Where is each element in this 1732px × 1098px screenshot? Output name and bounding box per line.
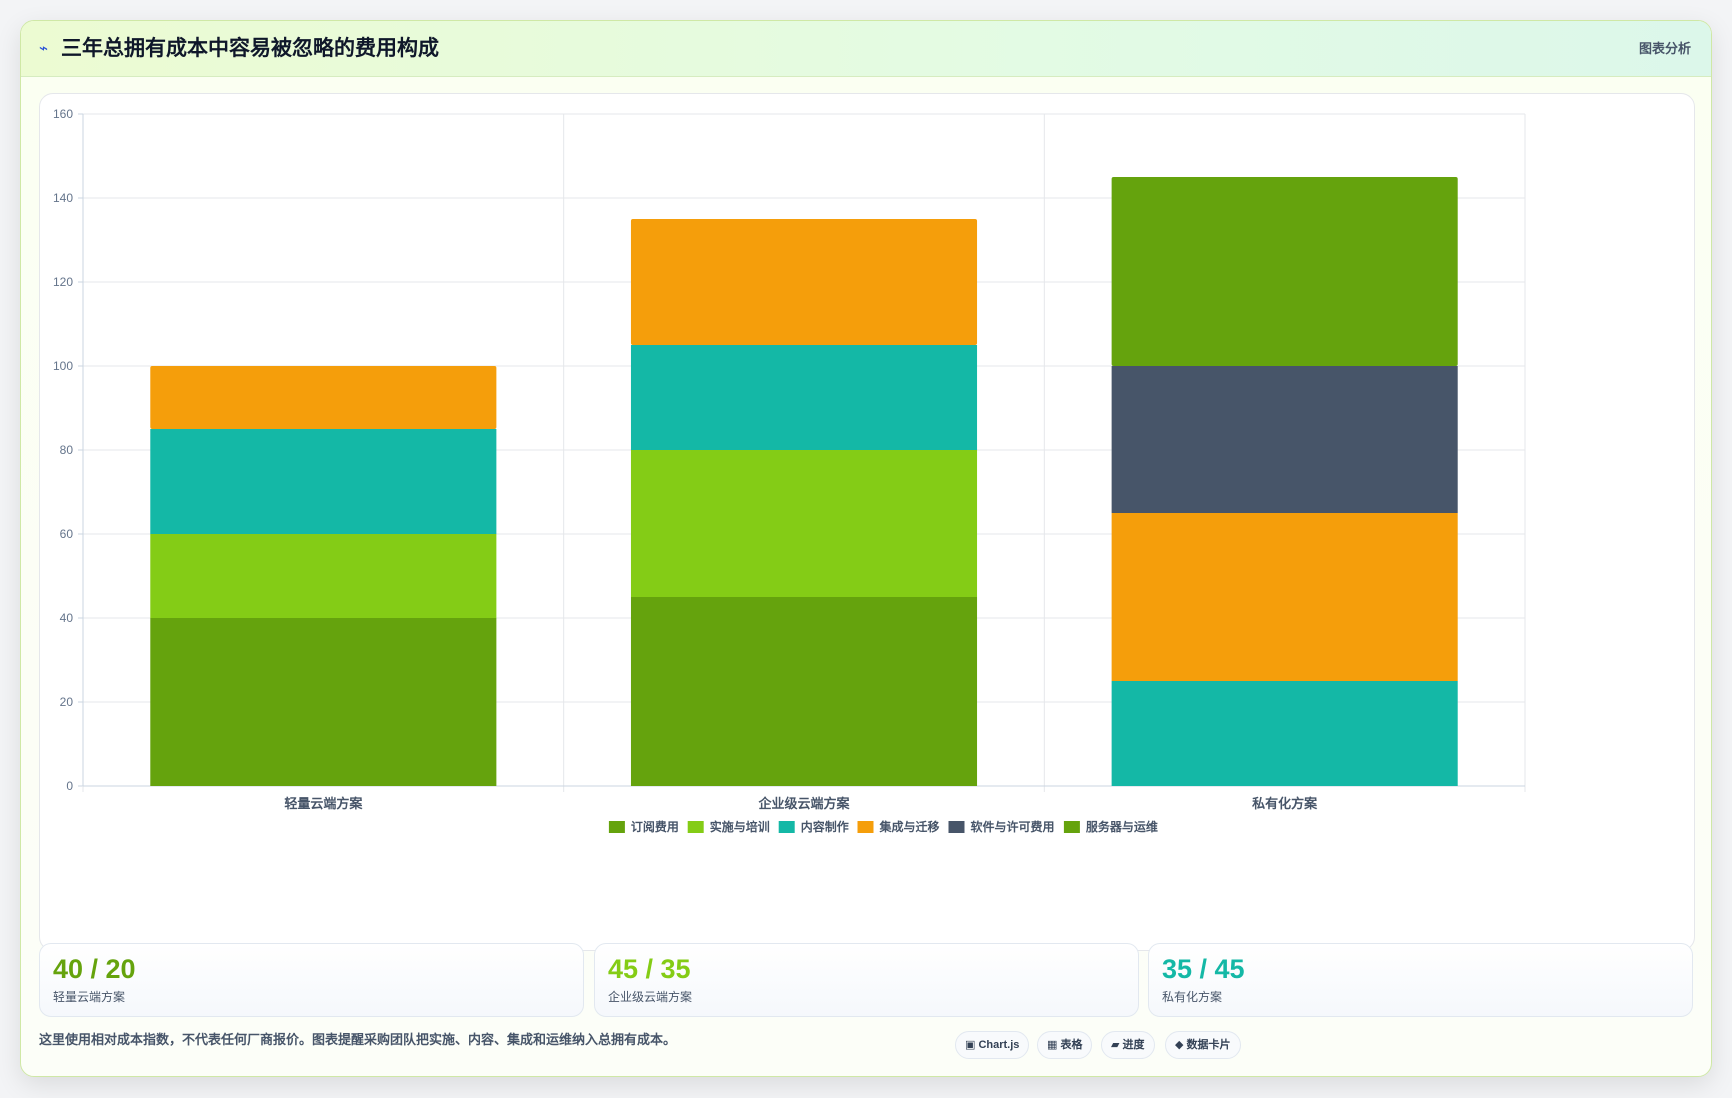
legend-label: 服务器与运维 xyxy=(1086,819,1158,834)
stat-value: 35 / 45 xyxy=(1162,954,1245,984)
stat-label: 轻量云端方案 xyxy=(53,990,126,1004)
stat-card-private: 35 / 45 私有化方案 xyxy=(1148,943,1693,1017)
legend-swatch xyxy=(1063,821,1080,833)
bar-segment xyxy=(1111,177,1458,366)
lightning-icon: ⌁ xyxy=(39,40,49,57)
legend-swatch xyxy=(948,821,965,833)
bar-segment xyxy=(630,219,978,345)
stat-card-light-cloud: 40 / 20 轻量云端方案 xyxy=(39,943,584,1017)
chip-table[interactable]: ▦ 表格 xyxy=(1037,1031,1093,1059)
bar-segment xyxy=(150,534,497,618)
x-tick-label: 轻量云端方案 xyxy=(284,796,363,811)
y-tick-label: 0 xyxy=(66,779,73,793)
stat-value: 45 / 35 xyxy=(608,954,691,984)
legend-label: 订阅费用 xyxy=(631,819,679,834)
bar-segment xyxy=(630,450,978,597)
bar-segment xyxy=(1111,681,1458,786)
y-tick-label: 40 xyxy=(60,611,74,625)
legend-swatch xyxy=(857,821,874,833)
legend-label: 内容制作 xyxy=(801,819,849,834)
chip-chartjs[interactable]: ▣ Chart.js xyxy=(955,1031,1030,1059)
stat-label: 企业级云端方案 xyxy=(608,990,693,1004)
chart-card: ⌁ 三年总拥有成本中容易被忽略的费用构成 图表分析 0 20 40 60 80 100 12… xyxy=(20,20,1712,1077)
stacked-bar-chart: 0 20 40 60 80 100 120 140 160 轻量云端方案 企业级云端方案 私有化方案订… xyxy=(53,107,1526,834)
card-header: ⌁ 三年总拥有成本中容易被忽略的费用构成 图表分析 xyxy=(21,21,1711,77)
y-tick-label: 160 xyxy=(53,107,73,121)
legend-label: 实施与培训 xyxy=(710,819,770,834)
chip-progress[interactable]: ▰ 进度 xyxy=(1101,1031,1155,1059)
y-tick-label: 140 xyxy=(53,191,73,205)
y-tick-label: 60 xyxy=(60,527,74,541)
stat-value: 40 / 20 xyxy=(53,954,136,984)
bar-segment xyxy=(150,618,497,786)
bar-segment xyxy=(630,345,978,450)
legend-swatch xyxy=(778,821,795,833)
bar-segment xyxy=(630,597,978,786)
chart-title: 三年总拥有成本中容易被忽略的费用构成 xyxy=(61,37,439,60)
y-tick-label: 80 xyxy=(60,443,74,457)
legend-label: 软件与许可费用 xyxy=(971,819,1055,834)
stat-label: 私有化方案 xyxy=(1162,990,1223,1004)
chart-analysis-tag: 图表分析 xyxy=(1638,41,1691,56)
legend-swatch xyxy=(687,821,704,833)
legend-label: 集成与迁移 xyxy=(879,819,940,834)
chart-panel: 0 20 40 60 80 100 120 140 160 轻量云端方案 企业级云端方案 私有化方案订… xyxy=(39,93,1695,951)
footnote: 这里使用相对成本指数，不代表任何厂商报价。图表提醒采购团队把实施、内容、集成和运… xyxy=(39,1032,677,1047)
y-tick-label: 120 xyxy=(53,275,73,289)
y-tick-label: 100 xyxy=(53,359,73,373)
x-tick-label: 私有化方案 xyxy=(1252,796,1318,811)
x-tick-label: 企业级云端方案 xyxy=(757,796,850,811)
legend-swatch xyxy=(608,821,625,833)
y-tick-label: 20 xyxy=(60,695,74,709)
bar-segment xyxy=(150,366,497,429)
stat-card-enterprise-cloud: 45 / 35 企业级云端方案 xyxy=(594,943,1139,1017)
bar-segment xyxy=(1111,513,1458,681)
bar-segment xyxy=(1111,366,1458,513)
bar-segment xyxy=(150,429,497,534)
chip-data-cards[interactable]: ◆ 数据卡片 xyxy=(1165,1031,1241,1059)
